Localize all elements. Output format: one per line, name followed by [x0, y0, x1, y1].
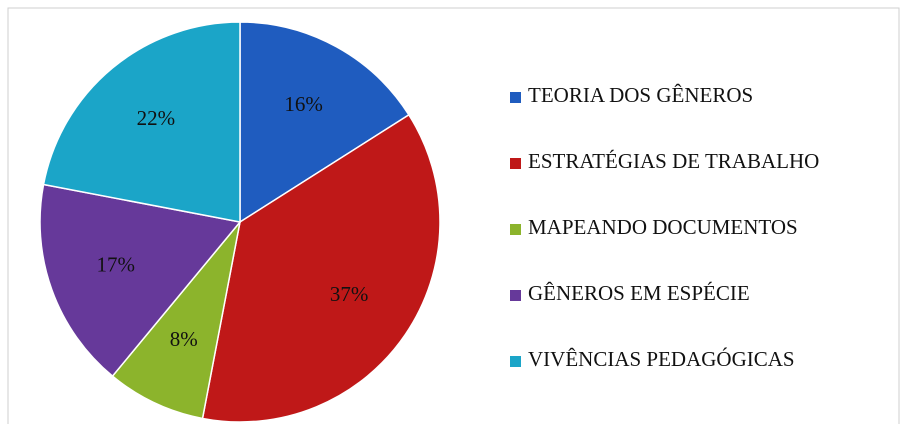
pie-slice	[201, 113, 441, 423]
data-label: 16%	[284, 92, 323, 116]
data-label: 8%	[170, 327, 198, 351]
legend-swatch	[510, 356, 521, 367]
pie-slice	[42, 21, 241, 223]
legend-label: TEORIA DOS GÊNEROS	[528, 83, 753, 107]
pie-slice	[39, 183, 242, 378]
data-label: 37%	[330, 282, 369, 306]
legend-label: ESTRATÉGIAS DE TRABALHO	[528, 149, 819, 173]
pie-slice	[239, 21, 410, 224]
data-label: 22%	[137, 106, 176, 130]
legend-swatch	[510, 290, 521, 301]
legend-label: MAPEANDO DOCUMENTOS	[528, 215, 798, 239]
legend-swatch	[510, 224, 521, 235]
legend-label: VIVÊNCIAS PEDAGÓGICAS	[528, 347, 795, 371]
legend-swatch	[510, 92, 521, 103]
pie-slice	[111, 221, 241, 420]
legend-label: GÊNEROS EM ESPÉCIE	[528, 281, 750, 305]
data-label: 17%	[97, 253, 136, 277]
legend-swatch	[510, 158, 521, 169]
